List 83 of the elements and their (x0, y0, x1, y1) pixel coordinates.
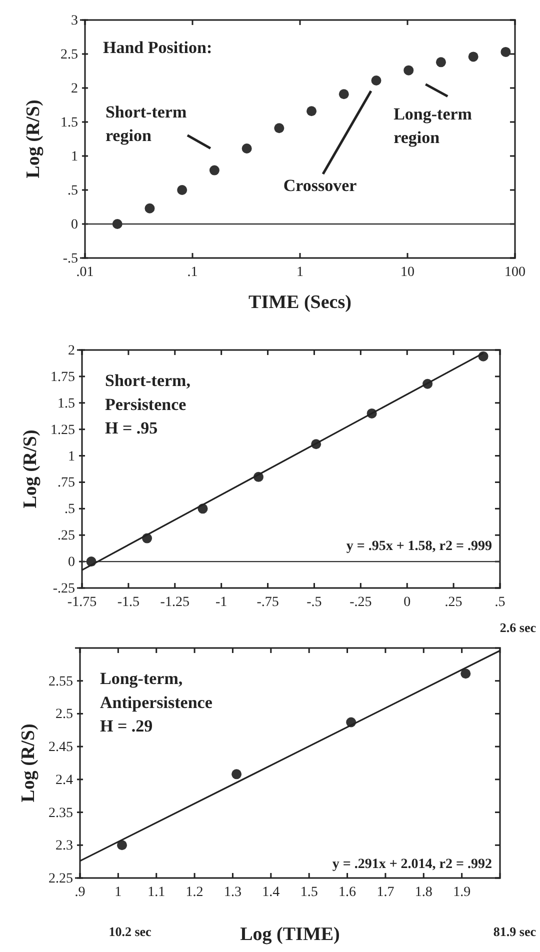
x-tick-label: .1 (187, 264, 198, 280)
x-tick-label: -.5 (306, 594, 322, 610)
y-axis-title: Log (R/S) (23, 100, 44, 178)
x-tick-label: 1 (296, 264, 304, 280)
y-tick-label: 1.75 (50, 370, 75, 385)
y-tick-label: 2 (68, 343, 75, 358)
annotation: y = .95x + 1.58, r2 = .999 (346, 539, 492, 554)
x-tick-label: 1.8 (414, 884, 432, 900)
annotation: Hand Position: (103, 38, 212, 57)
annotation: Long-term region (394, 104, 472, 148)
y-tick-label: 2.45 (48, 740, 73, 756)
point (209, 165, 220, 176)
y-axis-title: Log (R/S) (20, 430, 41, 508)
x-tick-label: -1.75 (67, 594, 97, 610)
y-tick-label: .25 (58, 528, 75, 544)
y-tick-label: 3 (71, 13, 78, 28)
y-tick-label: 1.5 (60, 115, 78, 130)
y-tick-label: 1.25 (50, 422, 75, 438)
point (338, 89, 349, 100)
y-tick-label: 2 (71, 81, 78, 96)
point (468, 52, 478, 62)
y-tick-label: 1 (68, 449, 75, 464)
x-tick-label: .25 (444, 594, 462, 610)
x-axis-title: TIME (Secs) (248, 292, 352, 313)
y-tick-label: 2.25 (48, 871, 73, 886)
x-tick-label: -.75 (256, 594, 279, 610)
y-tick-label: 2.35 (48, 806, 73, 821)
y-axis-title: Log (R/S) (18, 724, 39, 802)
point (404, 65, 414, 76)
x-tick-label: .9 (74, 884, 86, 900)
y-tick-label: 0 (68, 555, 75, 570)
x-tick-label: 1.6 (338, 884, 356, 900)
x-tick-label: 100 (504, 264, 526, 280)
x-tick-label: -1 (215, 594, 228, 610)
y-tick-label: .5 (64, 502, 75, 518)
y-tick-label: .5 (68, 183, 78, 198)
y-tick-label: 0 (71, 217, 78, 232)
point (371, 76, 382, 86)
y-tick-label: 1 (71, 149, 78, 164)
point (436, 57, 446, 68)
y-tick-label: 2.5 (56, 707, 73, 722)
x-tick-label: .5 (494, 594, 506, 610)
point (460, 668, 471, 679)
point (242, 144, 252, 154)
x-tick-label: -1.25 (160, 594, 190, 610)
y-tick-label: -.5 (62, 251, 78, 266)
text: 10.2 sec (108, 924, 152, 939)
y-tick-label: 2.4 (56, 772, 73, 788)
point (117, 840, 127, 850)
text: 2.6 sec (500, 620, 536, 635)
point (232, 769, 242, 780)
point (177, 185, 188, 195)
annotation: Short-term, Persistence H = .95 (105, 371, 190, 438)
annotation: Crossover (283, 176, 358, 195)
point (274, 123, 284, 134)
point (306, 106, 317, 116)
x-tick-label: -1.5 (117, 594, 140, 610)
y-tick-label: 2.5 (60, 47, 78, 62)
text: 81.9 sec (493, 924, 536, 939)
annotation: Short-term region (105, 102, 187, 146)
x-tick-label: 1.3 (224, 884, 242, 900)
x-tick-label: 1.4 (262, 884, 280, 900)
x-tick-label: 1.2 (186, 884, 204, 900)
annotation: y = .291x + 2.014, r2 = .992 (332, 857, 492, 872)
y-tick-label: .75 (58, 476, 75, 491)
x-tick-label: 1.7 (376, 884, 394, 900)
point (112, 219, 122, 229)
x-tick-label: 0 (404, 594, 411, 610)
x-tick-label: 10 (400, 264, 414, 280)
annotation: Long-term, Antipersistence H = .29 (100, 669, 213, 736)
x-tick-label: 1.1 (148, 884, 166, 900)
x-tick-label: 1.9 (453, 884, 471, 900)
x-tick-label: 1.5 (300, 884, 318, 900)
point (144, 203, 155, 214)
x-tick-label: .01 (76, 264, 94, 280)
point (500, 46, 511, 57)
x-axis-title: Log (TIME) (240, 924, 340, 945)
x-tick-label: -.25 (350, 594, 372, 610)
y-tick-label: 2.55 (48, 674, 73, 690)
y-tick-label: 1.5 (58, 396, 75, 412)
x-tick-label: 1 (114, 884, 122, 900)
y-tick-label: 2.3 (56, 838, 73, 854)
y-tick-label: -.25 (52, 581, 75, 596)
